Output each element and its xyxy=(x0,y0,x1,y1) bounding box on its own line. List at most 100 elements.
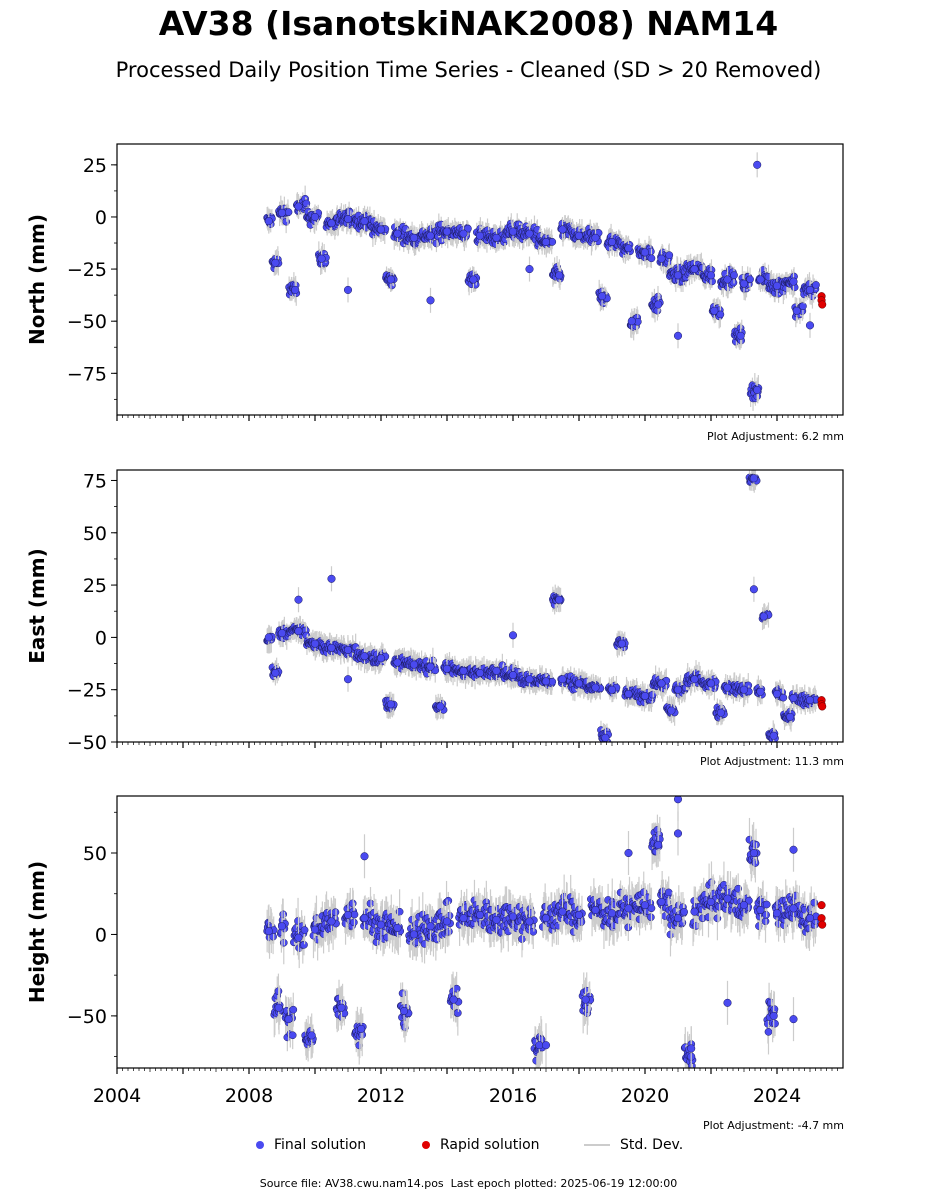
final-point xyxy=(541,237,551,247)
final-point xyxy=(386,275,395,284)
final-point xyxy=(469,275,478,284)
final-point xyxy=(277,208,287,217)
final-point xyxy=(749,585,758,594)
final-point xyxy=(317,254,326,263)
final-point xyxy=(673,331,683,340)
final-point xyxy=(627,317,636,326)
final-point xyxy=(746,275,754,284)
final-point xyxy=(284,208,293,217)
final-point xyxy=(492,233,501,242)
final-point xyxy=(657,254,666,263)
final-point xyxy=(541,677,551,686)
y-tick-label: −50 xyxy=(67,311,107,333)
final-point xyxy=(690,675,699,684)
final-point xyxy=(508,631,518,640)
final-point xyxy=(647,254,656,263)
final-point xyxy=(294,595,303,604)
final-point xyxy=(730,271,738,280)
final-point xyxy=(786,712,795,721)
final-point xyxy=(436,702,445,711)
final-point xyxy=(805,696,815,705)
final-point xyxy=(376,225,386,234)
final-point xyxy=(598,292,607,301)
final-point xyxy=(779,693,788,702)
final-point xyxy=(271,668,280,678)
final-point xyxy=(736,331,745,340)
final-point xyxy=(792,306,801,315)
rapid-point xyxy=(818,702,827,711)
final-point xyxy=(789,277,798,286)
final-point xyxy=(409,233,419,242)
final-point xyxy=(756,275,765,284)
final-point xyxy=(723,275,732,284)
final-point xyxy=(386,700,395,709)
final-point xyxy=(426,231,435,240)
final-point xyxy=(279,910,288,919)
final-point xyxy=(525,675,534,684)
final-point xyxy=(574,231,584,240)
final-point xyxy=(264,217,273,226)
final-point xyxy=(360,652,369,661)
final-point xyxy=(574,679,584,688)
final-point xyxy=(805,285,815,294)
final-point xyxy=(716,310,725,319)
final-point xyxy=(601,733,610,742)
final-point xyxy=(617,639,626,648)
final-point xyxy=(558,675,567,684)
final-point xyxy=(294,627,303,636)
final-point xyxy=(475,231,485,240)
plot-area-1 xyxy=(263,470,827,742)
final-point xyxy=(327,643,336,652)
final-point xyxy=(799,302,807,311)
final-point xyxy=(624,244,633,253)
final-point xyxy=(591,233,600,242)
y-tick-label: 25 xyxy=(83,155,107,177)
final-point xyxy=(654,300,663,309)
final-point xyxy=(739,279,749,288)
final-point xyxy=(706,679,716,688)
final-point xyxy=(624,689,633,698)
final-point xyxy=(759,612,768,621)
final-point xyxy=(789,694,798,703)
final-point xyxy=(343,214,353,224)
plot-area-2 xyxy=(263,796,827,1068)
y-tick-label: 50 xyxy=(83,523,107,545)
y-axis-label: North (mm) xyxy=(25,214,49,345)
final-point xyxy=(376,654,386,663)
final-point xyxy=(525,229,534,238)
final-point xyxy=(673,685,683,694)
final-point xyxy=(667,706,676,715)
final-point xyxy=(640,248,650,257)
final-point xyxy=(607,685,617,694)
final-point xyxy=(409,660,419,669)
final-point xyxy=(665,251,674,259)
final-point xyxy=(271,258,280,267)
final-point xyxy=(264,633,273,642)
final-point xyxy=(591,683,600,692)
y-axis-label: East (mm) xyxy=(25,548,49,664)
final-point xyxy=(302,199,311,208)
panel-0: 25 0 −25 −50 −75 North (mm) xyxy=(25,143,844,421)
final-point xyxy=(464,224,472,233)
final-point xyxy=(673,271,683,280)
final-point xyxy=(525,265,534,274)
final-point xyxy=(710,306,719,315)
figure-subtitle: Processed Daily Position Time Series - C… xyxy=(115,58,822,82)
final-point xyxy=(716,708,725,717)
y-tick-label: 0 xyxy=(95,627,107,649)
final-point xyxy=(288,1031,297,1040)
final-point xyxy=(690,265,699,274)
y-tick-label: −25 xyxy=(67,259,107,281)
rapid-point xyxy=(818,300,827,309)
final-point xyxy=(327,219,336,228)
final-point xyxy=(444,896,453,905)
final-point xyxy=(277,629,287,638)
final-point xyxy=(739,685,749,694)
y-tick-label: 75 xyxy=(83,470,107,492)
final-point xyxy=(555,595,564,604)
final-point xyxy=(753,160,762,169)
final-point xyxy=(459,666,468,675)
final-point xyxy=(706,271,716,280)
